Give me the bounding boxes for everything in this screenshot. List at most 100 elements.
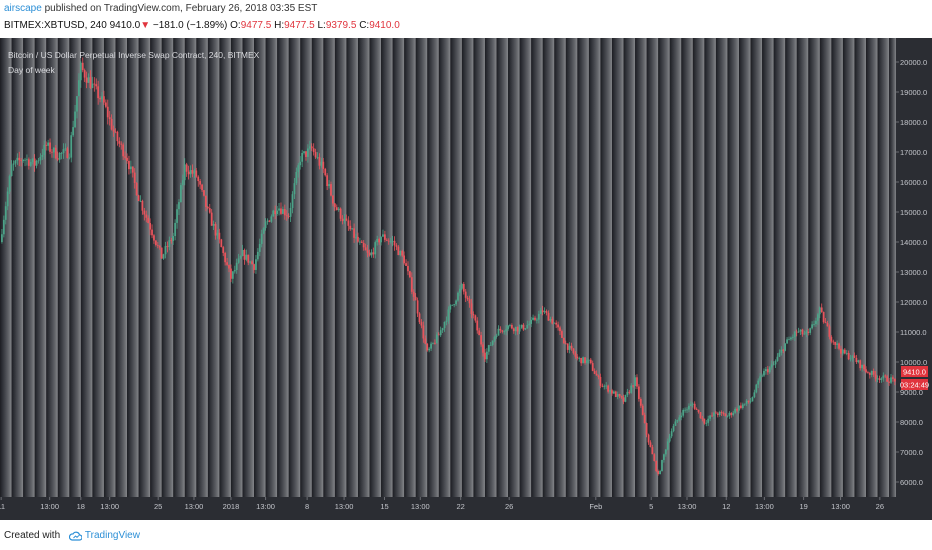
candle-body — [701, 418, 704, 419]
candle-body — [593, 370, 596, 374]
price-tick-label: 9000.0 — [900, 388, 923, 397]
candle-body — [820, 307, 823, 313]
candle-body — [218, 232, 221, 240]
candle-body — [539, 310, 542, 314]
day-band — [727, 38, 740, 497]
candle-body — [845, 352, 848, 354]
day-band — [623, 38, 636, 497]
candle-body — [270, 216, 273, 222]
candle-body — [264, 221, 267, 229]
candle-body — [16, 157, 19, 161]
author-link[interactable]: airscape — [4, 3, 42, 14]
candle-body — [892, 377, 894, 379]
tradingview-cloud-icon — [68, 531, 82, 541]
day-band — [69, 38, 82, 497]
candle-body — [720, 412, 723, 413]
candle-body — [12, 163, 15, 165]
candle-body — [834, 341, 837, 345]
candle-body — [876, 378, 879, 380]
day-band — [554, 38, 567, 497]
candle-body — [47, 142, 50, 146]
candle-body — [666, 441, 669, 450]
time-axis[interactable]: 11 13:00 18 13:00 25 13:00 2018 13:00 8 13:00 15 13… — [0, 497, 932, 520]
candle-body — [537, 313, 540, 320]
candle-body — [18, 157, 21, 161]
day-band — [381, 38, 393, 497]
day-band — [531, 38, 543, 497]
candle-body — [260, 233, 263, 244]
candle-body — [293, 183, 296, 195]
candle-body — [568, 345, 571, 350]
day-band — [669, 38, 682, 497]
candle-body — [553, 322, 556, 324]
candle-body — [599, 376, 602, 386]
candle-body — [22, 159, 24, 161]
candle-body — [118, 141, 121, 144]
candle-body — [251, 261, 253, 265]
candle-body — [520, 324, 523, 328]
day-band — [611, 38, 624, 497]
time-tick-label: 11 — [0, 502, 5, 511]
candle-body — [501, 330, 504, 332]
day-band — [438, 38, 451, 497]
candle-body — [95, 84, 98, 87]
candle-body — [643, 414, 646, 424]
candle-body — [158, 245, 161, 248]
candle-body — [141, 200, 144, 211]
candle-body — [131, 166, 134, 173]
candle-body — [682, 409, 685, 416]
candle-body — [645, 423, 648, 435]
created-with: Created with TradingView — [4, 530, 140, 541]
day-band — [254, 38, 266, 497]
candle-body — [551, 318, 554, 324]
day-band — [415, 38, 428, 497]
candle-body — [741, 404, 744, 409]
candle-body — [849, 358, 852, 360]
candle-body — [757, 380, 760, 385]
candle-body — [89, 77, 92, 88]
price-chart[interactable]: Bitcoin / US Dollar Perpetual Inverse Sw… — [0, 38, 932, 520]
candle-body — [480, 335, 482, 345]
candle-body — [699, 412, 702, 419]
price-tick-label: 6000.0 — [900, 478, 923, 487]
candle-body — [245, 254, 248, 260]
candle-body — [851, 355, 854, 359]
candle-body — [509, 325, 511, 326]
price-axis[interactable]: 6000.0 7000.0 8000.0 9000.0 10000.0 11000.0 12… — [896, 38, 932, 497]
candle-body — [836, 343, 839, 345]
candle-body — [51, 151, 53, 153]
candle-body — [655, 460, 658, 472]
candle-body — [730, 412, 733, 416]
candle-body — [239, 256, 242, 259]
time-tick-label: 13:00 — [411, 502, 430, 511]
chart-legend: Bitcoin / US Dollar Perpetual Inverse Sw… — [8, 50, 260, 75]
candle-body — [755, 384, 758, 393]
candle-body — [364, 247, 367, 251]
candle-body — [607, 385, 610, 392]
day-band — [80, 38, 93, 497]
candle-body — [868, 372, 871, 375]
candle-body — [611, 390, 613, 394]
tradingview-link[interactable]: TradingView — [84, 530, 140, 542]
candle-body — [524, 328, 527, 330]
candle-body — [345, 218, 348, 221]
candle-body — [878, 378, 881, 380]
candle-body — [865, 369, 867, 373]
candle-body — [587, 359, 590, 361]
candle-body — [389, 240, 392, 242]
candle-body — [324, 168, 327, 176]
candle-body — [447, 309, 450, 321]
candle-body — [751, 397, 754, 402]
candle-body — [231, 271, 234, 279]
candle-body — [580, 357, 583, 364]
day-band — [34, 38, 47, 497]
day-band — [508, 38, 520, 497]
candle-body — [605, 385, 608, 387]
time-tick-label: 13:00 — [185, 502, 204, 511]
candle-body — [514, 326, 517, 332]
candle-body — [893, 378, 896, 382]
candle-body — [626, 391, 629, 395]
candle-body — [391, 240, 394, 242]
candle-body — [639, 398, 642, 406]
candle-body — [193, 170, 196, 174]
